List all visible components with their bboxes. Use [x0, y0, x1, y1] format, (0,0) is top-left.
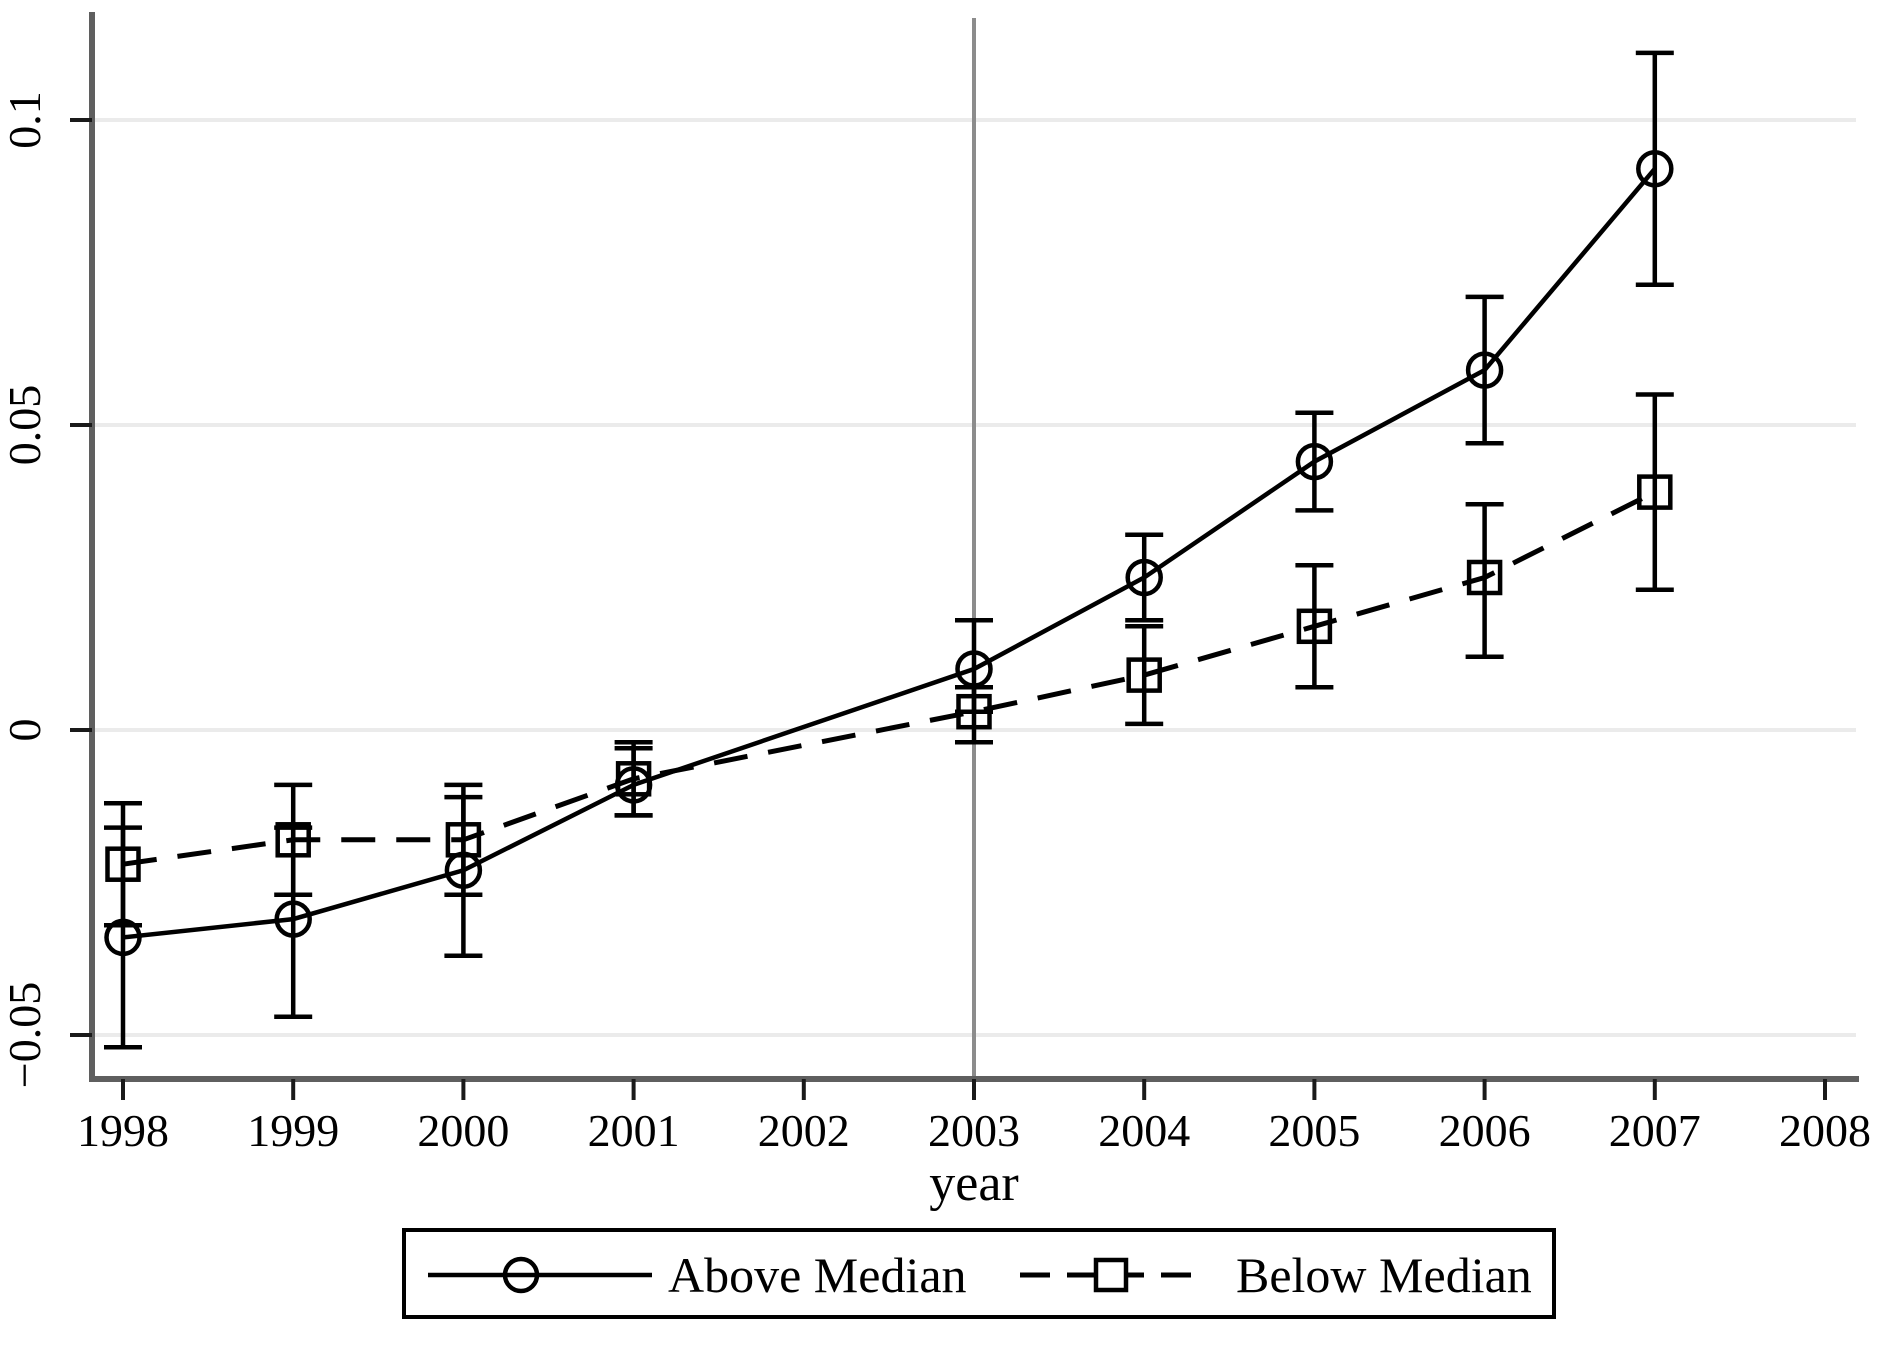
data-point-above-median-2005 [1295, 442, 1334, 481]
x-tick-label-2003: 2003 [928, 1105, 1020, 1156]
data-point-below-median-2007 [1637, 474, 1673, 510]
legend-label-above-median: Above Median [668, 1247, 967, 1303]
x-tick-label-1999: 1999 [247, 1105, 339, 1156]
data-point-above-median-2007 [1636, 150, 1674, 188]
y-tick-label-0: 0 [0, 719, 50, 742]
y-tick-label-0.1: 0.1 [0, 91, 50, 149]
error-bar-below-median-2006 [1465, 502, 1504, 660]
legend-label-below-median: Below Median [1236, 1247, 1532, 1303]
data-series [104, 50, 1674, 1050]
y-tick-label-−0.05: −0.05 [0, 982, 50, 1088]
data-point-below-median-2004 [1126, 657, 1162, 693]
legend-square-marker-icon [1093, 1257, 1129, 1293]
y-tick-label-0.05: 0.05 [0, 385, 50, 466]
data-point-below-median-1999 [275, 822, 311, 858]
error-bar-below-median-2007 [1635, 392, 1674, 592]
x-axis-title: year [929, 1155, 1018, 1212]
y-axis-ticks: 0.1 0.05 0 −0.05 [0, 91, 92, 1088]
data-point-below-median-2000 [445, 822, 482, 858]
series-line-above-median [122, 167, 1657, 940]
data-point-below-median-2005 [1296, 608, 1333, 645]
x-tick-label-2001: 2001 [588, 1105, 680, 1156]
x-tick-label-2000: 2000 [417, 1105, 509, 1156]
x-axis-ticks: 1998 1999 2000 2001 2002 2003 2004 2005 2006 2007… [77, 1079, 1871, 1156]
data-point-below-median-2001 [615, 761, 652, 797]
legend-circle-marker-icon [502, 1256, 540, 1294]
data-point-above-median-2006 [1465, 351, 1504, 389]
x-tick-label-1998: 1998 [77, 1105, 169, 1156]
data-point-below-median-1998 [105, 846, 141, 882]
data-point-above-median-1999 [274, 900, 312, 938]
x-tick-label-2007: 2007 [1609, 1105, 1701, 1156]
data-point-below-median-2006 [1466, 559, 1503, 596]
x-tick-label-2006: 2006 [1439, 1105, 1531, 1156]
legend: Above Median Below Median [402, 1228, 1556, 1319]
data-point-below-median-2003 [956, 693, 992, 730]
series-line-below-median [122, 489, 1656, 867]
x-tick-label-2008: 2008 [1779, 1105, 1871, 1156]
x-tick-label-2005: 2005 [1268, 1105, 1360, 1156]
x-tick-label-2002: 2002 [758, 1105, 850, 1156]
error-bar-below-median-2004 [1125, 624, 1164, 727]
data-point-above-median-2004 [1125, 558, 1163, 597]
x-tick-label-2004: 2004 [1098, 1105, 1190, 1156]
